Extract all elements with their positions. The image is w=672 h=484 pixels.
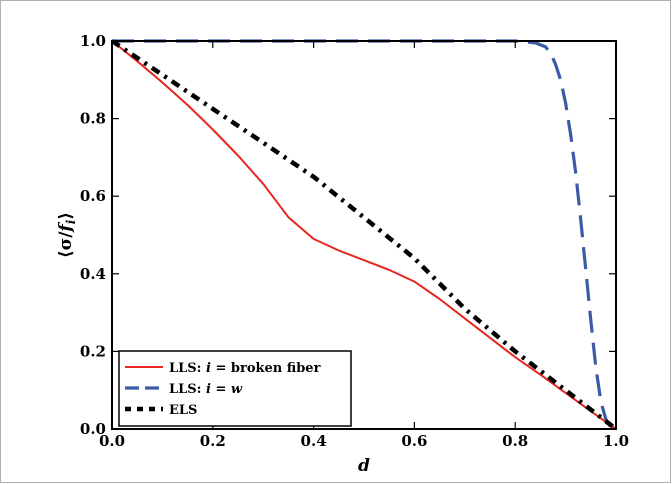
series-line-els <box>110 39 618 431</box>
legend: LLS: i = broken fiber LLS: i = w ELS <box>118 350 352 427</box>
y-tick-label: 0.6 <box>80 187 106 205</box>
y-tick-label: 0.2 <box>80 342 106 360</box>
x-axis-label: d <box>358 456 370 476</box>
legend-label-lls-i-w: LLS: i = w <box>169 382 243 397</box>
y-axis-label-open: ⟨σ/ <box>56 231 76 258</box>
x-tick-label: 0.6 <box>401 432 427 450</box>
y-axis-label-f: f <box>56 222 76 233</box>
series-line-lls-i-broken-fiber <box>111 40 617 430</box>
legend-label-els: ELS <box>169 403 197 418</box>
y-tick-label: 1.0 <box>80 32 106 50</box>
ticks-layer: 0.0 0.2 0.4 0.6 0.8 1.0 0.0 0.2 0.4 0.6 0.8 1.0 <box>80 32 629 450</box>
x-tick-label: 0.0 <box>99 432 125 450</box>
legend-label-lls-i-broken-fiber: LLS: i = broken fiber <box>169 361 321 376</box>
x-tick-label: 1.0 <box>603 432 629 450</box>
x-tick-label: 0.2 <box>200 432 226 450</box>
x-tick-label: 0.8 <box>502 432 528 450</box>
y-axis-label: ⟨σ/fi⟩ <box>56 212 78 258</box>
y-axis-label-close: ⟩ <box>56 212 76 220</box>
legend-items: LLS: i = broken fiber LLS: i = w ELS <box>125 361 321 418</box>
y-tick-label: 0.0 <box>80 420 106 438</box>
y-tick-label: 0.8 <box>80 110 106 128</box>
x-tick-label: 0.4 <box>301 432 327 450</box>
y-axis-label-subscript: i <box>64 219 78 224</box>
y-tick-label: 0.4 <box>80 265 106 283</box>
plot-area-border <box>111 40 617 430</box>
